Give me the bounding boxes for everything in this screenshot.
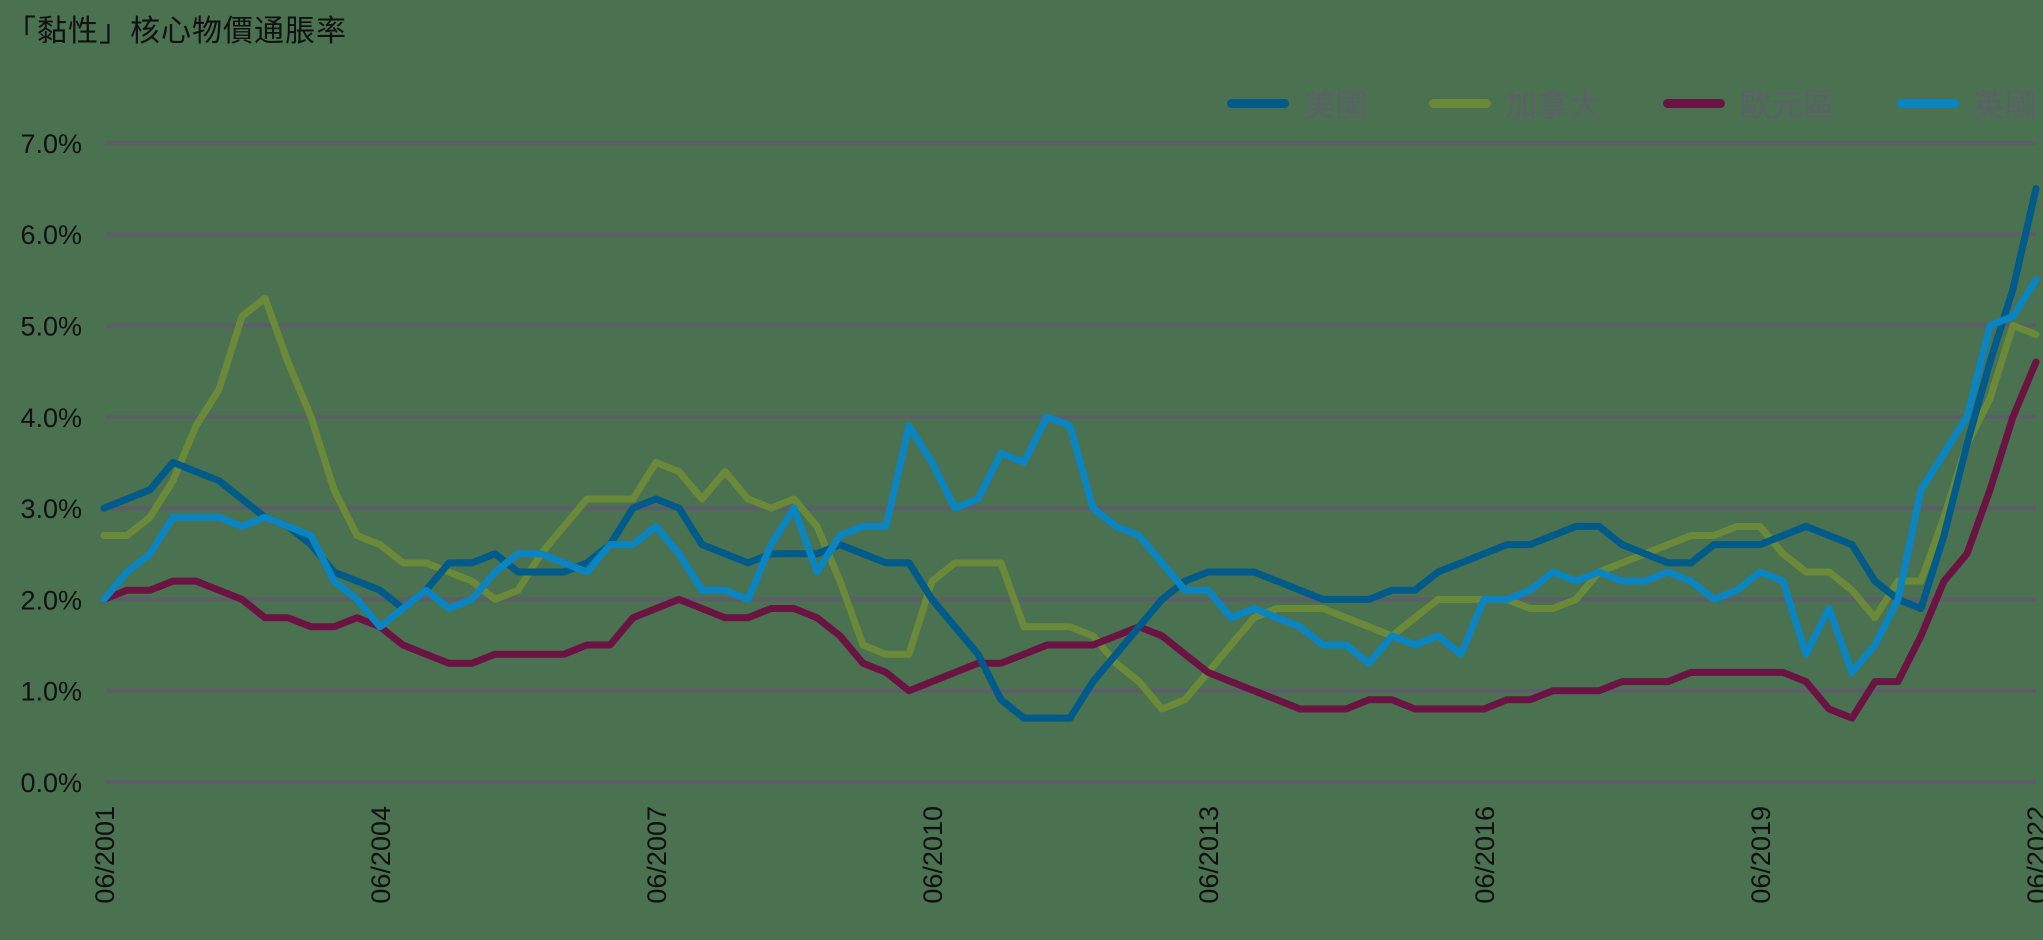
x-tick-label: 06/2010	[918, 806, 948, 904]
legend-label-eurozone: 歐元區	[1738, 86, 1835, 124]
y-tick-label: 2.0%	[20, 585, 82, 615]
legend-swatch-us	[1226, 98, 1289, 108]
legend: 美國 加拿大 歐元區 英國	[1165, 80, 2037, 126]
legend-label-us: 美國	[1302, 86, 1367, 124]
series-line-uk	[100, 276, 2040, 676]
series-line-canada	[100, 294, 2040, 713]
gridlines	[106, 140, 2036, 784]
legend-item-eurozone: 歐元區	[1662, 80, 1835, 126]
y-tick-label: 1.0%	[20, 677, 82, 707]
series-lines	[100, 185, 2040, 722]
x-axis-ticks: 06/2001 06/2004 06/2007 06/2010 06/2013 06/20…	[90, 806, 2043, 904]
legend-label-uk: 英國	[1972, 86, 2037, 124]
y-axis-ticks: 0.0% 1.0% 2.0% 3.0% 4.0% 5.0% 6.0% 7.0%	[20, 129, 82, 798]
y-tick-label: 7.0%	[20, 129, 82, 159]
legend-swatch-uk	[1896, 98, 1959, 108]
x-tick-label: 06/2004	[366, 806, 396, 904]
legend-item-uk: 英國	[1896, 80, 2037, 126]
y-tick-label: 3.0%	[20, 494, 82, 524]
series-line-eurozone	[100, 358, 2040, 722]
x-tick-label: 06/2019	[1746, 806, 1776, 904]
x-tick-label: 06/2001	[90, 806, 120, 904]
legend-swatch-canada	[1428, 98, 1491, 108]
x-tick-label: 06/2013	[1194, 806, 1224, 904]
legend-item-canada: 加拿大	[1428, 80, 1601, 126]
x-tick-label: 06/2022	[2022, 806, 2043, 904]
y-tick-label: 6.0%	[20, 220, 82, 250]
x-tick-label: 06/2016	[1470, 806, 1500, 904]
legend-item-us: 美國	[1226, 80, 1367, 126]
y-tick-label: 5.0%	[20, 312, 82, 342]
y-tick-label: 4.0%	[20, 403, 82, 433]
x-tick-label: 06/2007	[642, 806, 672, 904]
legend-swatch-eurozone	[1662, 98, 1725, 108]
legend-label-canada: 加拿大	[1504, 86, 1601, 124]
y-tick-label: 0.0%	[20, 768, 82, 798]
chart-title: 「黏性」核心物價通脹率	[6, 14, 347, 49]
